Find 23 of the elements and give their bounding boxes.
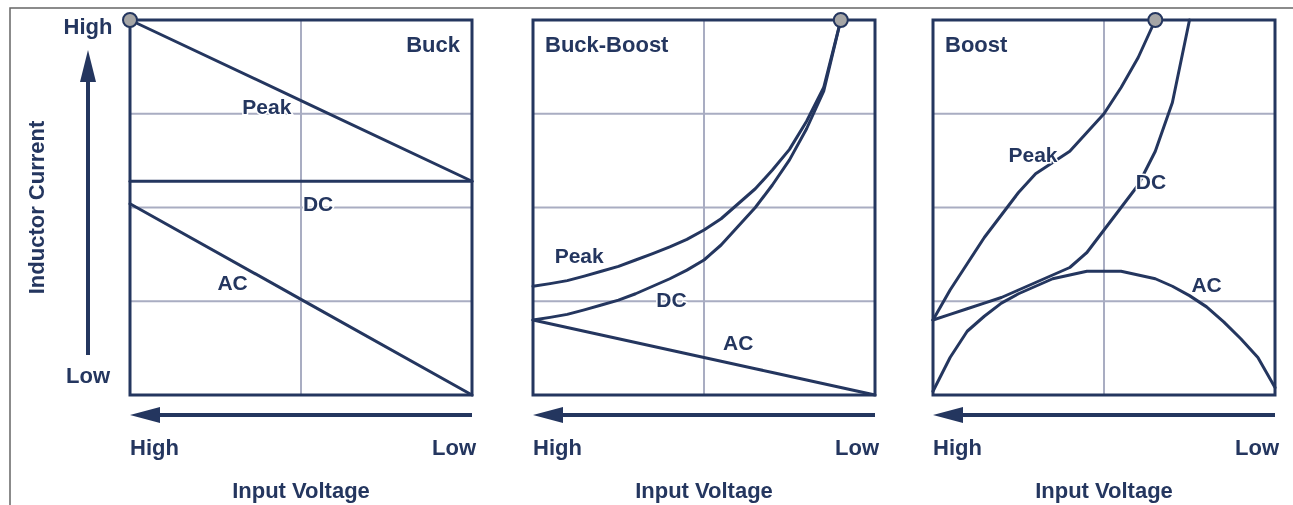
series-label: AC	[723, 331, 754, 355]
x-axis-title: Input Voltage	[635, 478, 773, 503]
y-axis-title: Inductor Current	[24, 120, 49, 295]
series-label: Peak	[242, 94, 292, 118]
series-label: Peak	[1008, 142, 1058, 166]
series-label: AC	[217, 271, 248, 295]
x-axis-title: Input Voltage	[1035, 478, 1173, 503]
x-axis-title: Input Voltage	[232, 478, 370, 503]
text: Low	[432, 435, 477, 460]
text: Boost	[945, 32, 1008, 57]
series-label: DC	[302, 191, 334, 215]
series-label: Peak	[554, 243, 605, 267]
series-label: DC	[656, 288, 687, 312]
text: Low	[66, 363, 111, 388]
text: High	[533, 435, 582, 460]
text: High	[130, 435, 179, 460]
text: High	[63, 14, 113, 39]
text: Buck	[406, 32, 461, 57]
series-label: AC	[1191, 273, 1222, 297]
text: Buck-Boost	[545, 32, 670, 57]
text: Low	[835, 435, 880, 460]
text: High	[933, 435, 982, 460]
text: Low	[1235, 435, 1280, 460]
